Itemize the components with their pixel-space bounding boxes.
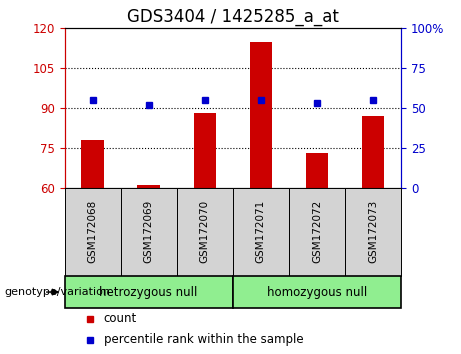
Text: GSM172070: GSM172070: [200, 200, 210, 263]
Bar: [289, 188, 345, 276]
Text: homozygous null: homozygous null: [267, 286, 367, 298]
Bar: [121, 188, 177, 276]
Text: percentile rank within the sample: percentile rank within the sample: [104, 333, 303, 346]
Title: GDS3404 / 1425285_a_at: GDS3404 / 1425285_a_at: [127, 8, 339, 25]
Text: GSM172068: GSM172068: [88, 200, 98, 263]
Text: GSM172072: GSM172072: [312, 200, 322, 263]
Bar: [250, 42, 272, 188]
Bar: [194, 113, 216, 188]
Bar: [362, 116, 384, 188]
Text: count: count: [104, 312, 137, 325]
Bar: [82, 140, 104, 188]
Bar: [306, 153, 328, 188]
Bar: [177, 188, 233, 276]
Bar: [65, 188, 121, 276]
Text: hetrozygous null: hetrozygous null: [100, 286, 198, 298]
Bar: [233, 188, 289, 276]
Text: GSM172073: GSM172073: [368, 200, 378, 263]
Text: GSM172069: GSM172069: [144, 200, 154, 263]
Text: GSM172071: GSM172071: [256, 200, 266, 263]
Text: genotype/variation: genotype/variation: [5, 287, 111, 297]
Bar: [137, 185, 160, 188]
Bar: [65, 276, 233, 308]
Bar: [345, 188, 401, 276]
Bar: [233, 276, 401, 308]
